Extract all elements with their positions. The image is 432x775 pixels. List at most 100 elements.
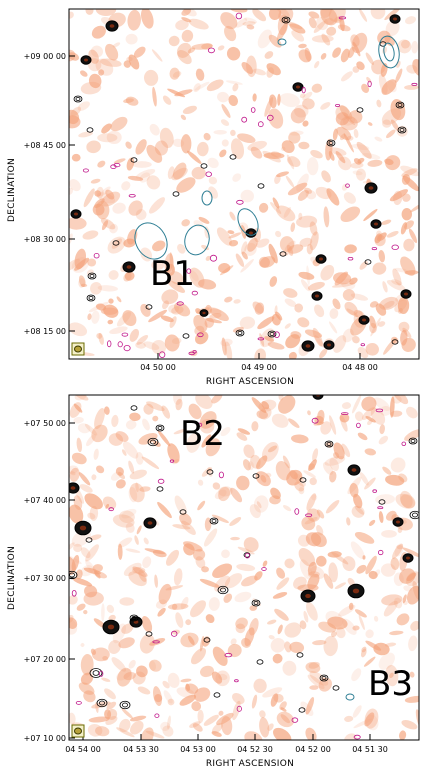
emission-patch [136,665,148,678]
emission-patch [140,303,151,317]
source-contour [410,439,416,444]
emission-patch [309,477,317,486]
emission-patch [397,39,412,54]
emission-patch [116,668,132,681]
emission-patch [167,280,186,293]
emission-patch [394,299,408,313]
emission-patch [135,452,144,465]
emission-patch [393,597,403,609]
emission-patch [180,134,192,154]
emission-patch [374,234,386,247]
emission-patch [339,413,350,423]
emission-patch [404,428,419,442]
emission-patch [394,543,404,557]
emission-patch [197,479,204,486]
emission-patch [121,181,131,191]
emission-patch [268,243,278,264]
emission-patch [275,311,283,321]
emission-patch [283,206,292,218]
emission-patch [382,466,392,475]
emission-patch [74,395,89,401]
emission-patch [109,223,118,234]
emission-patch [348,46,355,59]
emission-patch [307,674,325,689]
emission-patch [157,501,172,519]
y-tick-label: +07 20 00 [24,655,66,664]
emission-patch [94,408,105,430]
emission-patch [194,81,210,91]
emission-patch [247,237,258,252]
emission-patch [400,165,419,177]
emission-patch [277,93,281,106]
emission-patch [274,608,289,621]
emission-patch [289,641,305,654]
emission-patch [307,281,325,291]
emission-patch [74,248,87,270]
emission-patch [218,262,231,274]
emission-patch [389,189,408,202]
emission-patch [164,334,180,352]
emission-patch [301,516,316,531]
emission-patch [195,331,209,345]
emission-patch [85,544,99,562]
emission-patch [175,19,189,31]
emission-patch [121,708,133,719]
emission-patch [242,21,256,26]
emission-patch [142,418,150,431]
emission-patch [395,68,403,83]
emission-patch [368,519,376,526]
emission-patch [391,336,399,344]
emission-patch [214,489,227,500]
emission-patch [384,158,394,165]
magenta-contour [191,290,198,296]
emission-patch [129,715,147,722]
emission-patch [161,405,171,419]
emission-patch [386,279,406,292]
emission-patch [333,442,345,460]
source-contour [119,700,131,710]
emission-patch [142,556,152,569]
source-contour [269,331,275,336]
emission-patch [70,471,76,476]
emission-patch [398,473,408,483]
emission-patch [306,493,317,511]
emission-patch [122,310,137,327]
emission-patch [314,60,320,69]
emission-patch [117,471,126,480]
emission-patch [152,240,166,252]
emission-patch [353,158,362,165]
source-contour [299,477,307,483]
source-contour [85,537,93,543]
emission-patch [190,270,199,282]
emission-patch [354,609,367,618]
emission-patch [313,20,326,34]
emission-patch [201,566,209,573]
emission-patch [304,187,313,194]
emission-patch [207,157,219,169]
emission-patch [236,563,256,572]
emission-patch [250,146,263,159]
emission-patch [405,571,419,587]
emission-patch [175,398,183,411]
magenta-contour [347,257,354,261]
emission-patch [403,238,415,252]
emission-patch [275,461,291,481]
emission-patch [125,522,135,533]
emission-patch [364,477,376,490]
emission-patch [169,316,177,328]
x-tick-label: 04 51 30 [352,745,388,754]
emission-patch [176,177,196,193]
emission-patch [129,412,141,422]
emission-patch [350,34,360,47]
emission-patch [95,9,117,16]
emission-patch [90,282,102,295]
emission-patch [336,126,352,141]
emission-patch [112,623,127,644]
magenta-contour [353,734,361,740]
emission-patch [363,208,378,222]
emission-patch [74,395,87,401]
emission-patch [73,403,83,413]
emission-patch [284,298,297,307]
emission-patch [276,22,288,42]
emission-patch [373,397,391,411]
